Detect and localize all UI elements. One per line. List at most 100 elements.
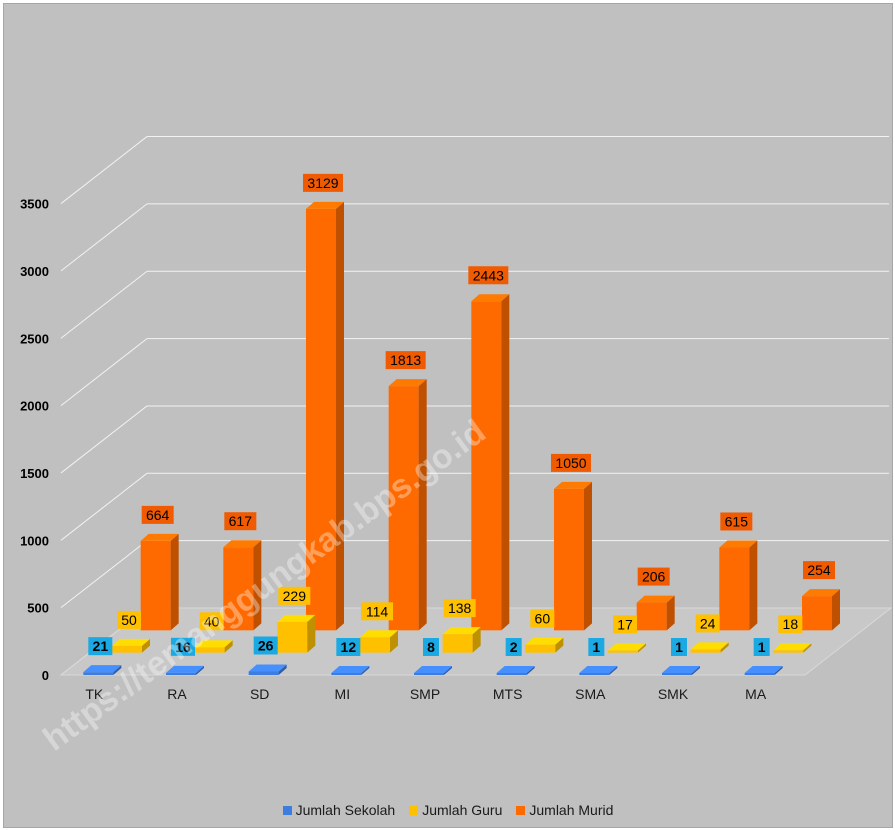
bar-side	[253, 540, 262, 631]
data-label: 12	[341, 639, 357, 655]
bar-front	[802, 596, 832, 631]
gridline-diagonal	[60, 405, 148, 474]
data-label: 18	[783, 616, 799, 632]
bar-top	[83, 665, 122, 673]
bar-top	[636, 595, 675, 603]
x-tick-label: MI	[335, 686, 351, 702]
legend-item-guru: Jumlah Guru	[409, 802, 502, 818]
bar-side	[749, 540, 758, 631]
data-label: 617	[229, 513, 253, 529]
x-tick-label: SD	[250, 686, 269, 702]
bar-side	[278, 664, 287, 675]
bar-front	[554, 488, 584, 631]
data-label: 229	[283, 588, 307, 604]
data-label-bg	[361, 602, 393, 621]
chart-svg: 0 500 1000 1500 2000 2500 3000 3500 TK RA SD MI SMP M…	[20, 136, 893, 758]
data-label-bg	[443, 599, 476, 618]
data-label: 8	[427, 639, 435, 655]
bar-front	[83, 672, 114, 675]
data-label-bg	[720, 512, 753, 531]
bar-side	[774, 666, 783, 675]
data-label-bg	[588, 638, 605, 656]
data-label: 664	[146, 507, 170, 523]
data-label: 138	[448, 600, 472, 616]
data-label: 3129	[307, 175, 338, 191]
bar-front	[414, 673, 444, 675]
data-label: 60	[535, 611, 551, 627]
bar-front	[471, 301, 502, 631]
bar-side	[336, 201, 344, 631]
bar-top	[554, 481, 592, 489]
bar-side	[666, 595, 675, 631]
bar-top	[442, 627, 481, 635]
bar-top	[579, 666, 618, 673]
data-label-bg	[199, 612, 224, 631]
bar-top	[360, 630, 398, 638]
gridline-diagonal	[60, 270, 148, 339]
gridline-diagonal	[60, 203, 148, 272]
bar-front	[579, 673, 610, 675]
data-label-bg	[278, 586, 311, 605]
bar-front	[773, 650, 804, 653]
bar-top	[662, 666, 700, 673]
data-label: 1	[592, 639, 600, 655]
data-label: 50	[121, 612, 137, 628]
bar-front	[306, 208, 336, 631]
bar-top	[744, 666, 783, 673]
data-label-bg	[778, 615, 803, 634]
bar-front	[719, 547, 750, 631]
data-label-bg	[224, 512, 257, 531]
legend: Jumlah Sekolah Jumlah Guru Jumlah Murid	[4, 802, 892, 818]
chart-area: 0 500 1000 1500 2000 2500 3000 3500 TK RA SD MI SMP M…	[3, 3, 893, 828]
legend-swatch-murid	[516, 805, 526, 815]
bar-side	[555, 637, 564, 653]
y-tick-label: 2500	[20, 331, 49, 346]
x-tick-label: TK	[85, 686, 104, 702]
data-label: 1	[758, 639, 766, 655]
legend-item-murid: Jumlah Murid	[516, 802, 613, 818]
data-label: 16	[175, 639, 191, 655]
bar-front	[496, 673, 527, 675]
bar-top	[525, 637, 564, 645]
data-label: 40	[204, 613, 220, 629]
bar-top	[388, 379, 427, 387]
bar-side	[390, 630, 398, 653]
bar-top	[331, 666, 370, 673]
bar-front	[744, 673, 775, 675]
bar-front	[442, 634, 473, 653]
data-label-bg	[505, 638, 522, 656]
bar-side	[444, 666, 452, 675]
data-label: 615	[725, 513, 749, 529]
data-label-bg	[423, 638, 439, 656]
bar-top	[248, 664, 287, 672]
data-label: 206	[642, 569, 666, 585]
data-label: 1813	[390, 352, 421, 368]
bar-front	[194, 647, 225, 653]
data-label-bg	[336, 638, 361, 656]
bar-side	[418, 379, 427, 631]
data-label: 1	[675, 639, 683, 655]
bar-front	[140, 540, 171, 631]
bar-front	[388, 386, 419, 631]
data-label-bg	[613, 615, 637, 634]
bar-top	[277, 614, 316, 622]
bar-front	[360, 637, 390, 653]
bar-top	[414, 666, 452, 673]
bar-side	[307, 614, 316, 653]
data-label: 254	[807, 562, 831, 578]
bar-top	[223, 540, 262, 548]
bar-front	[112, 645, 142, 653]
data-label-bg	[253, 636, 278, 655]
bar-front	[662, 673, 692, 675]
gridline-diagonal	[60, 338, 148, 406]
bar-front	[223, 547, 254, 631]
bar-side	[803, 643, 812, 653]
data-label-bg	[117, 610, 141, 629]
bar-front	[248, 671, 279, 675]
bar-side	[609, 666, 618, 675]
x-tick-label: MTS	[493, 686, 523, 702]
gridline-diagonal	[60, 136, 148, 204]
bar-front	[690, 649, 721, 653]
bar-front	[166, 672, 196, 675]
y-tick-label: 1500	[20, 466, 49, 481]
